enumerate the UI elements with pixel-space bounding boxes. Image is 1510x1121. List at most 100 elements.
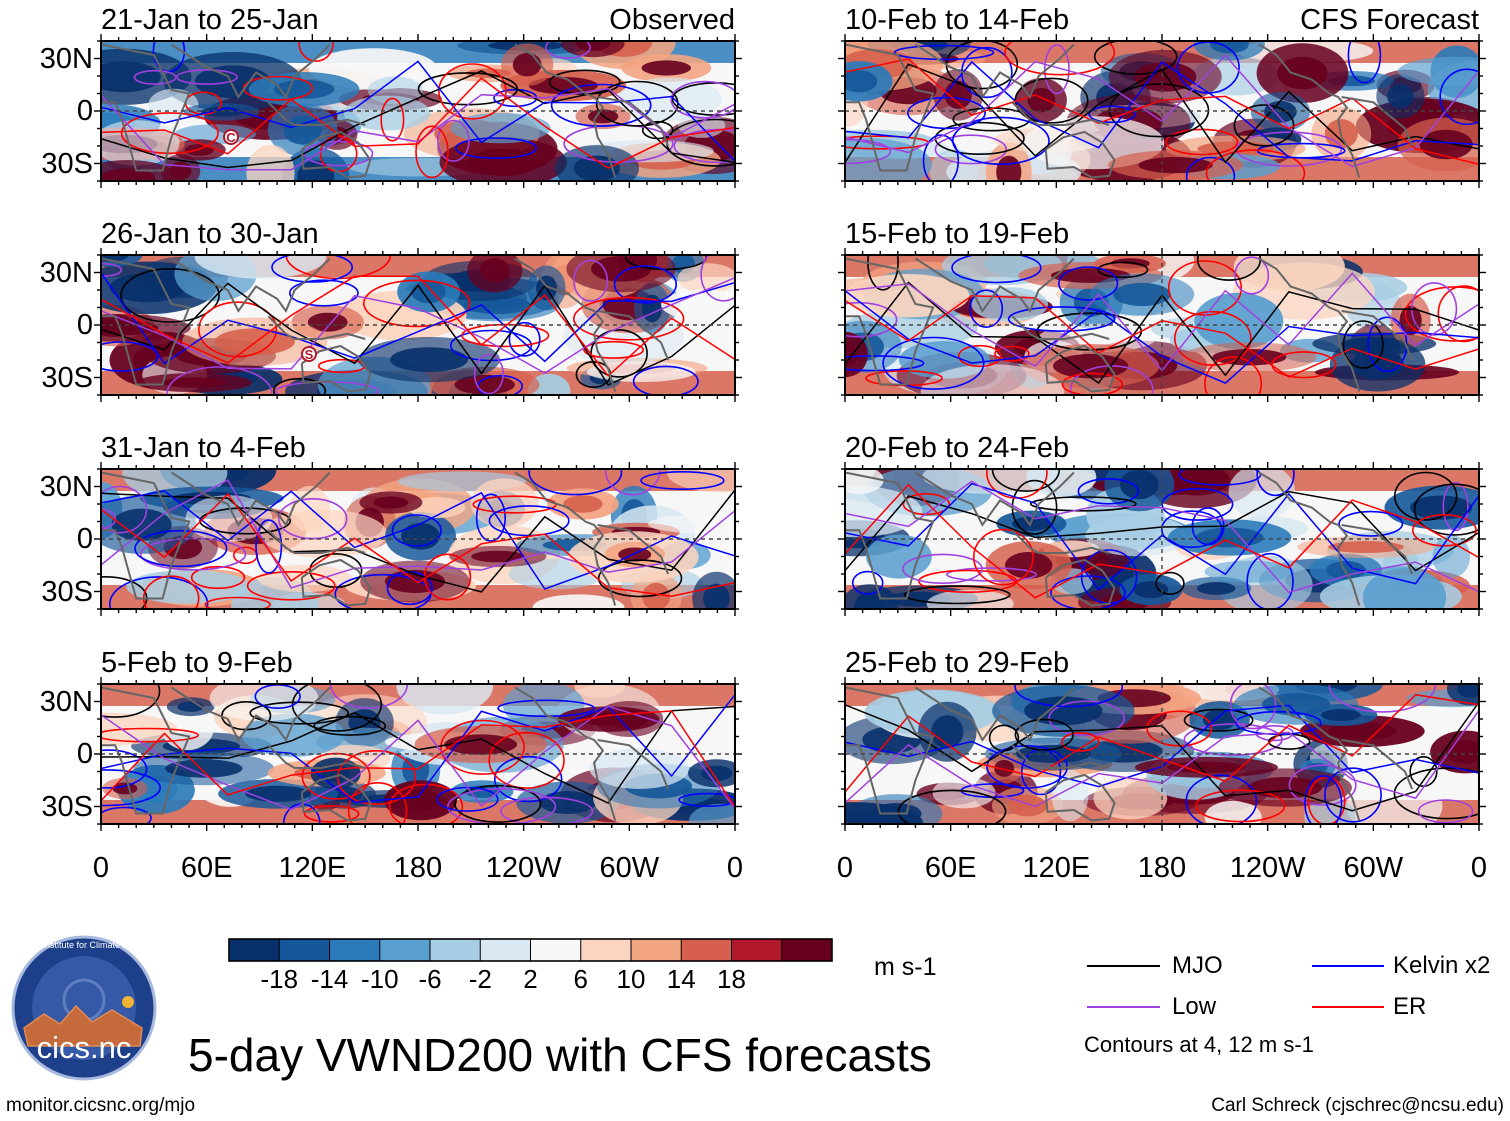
contour-loop — [101, 485, 148, 534]
panel-title: 25-Feb to 29-Feb — [845, 647, 1070, 679]
colorbar-tick-label: 6 — [573, 964, 588, 994]
coastlines — [101, 43, 670, 179]
coastline — [300, 344, 372, 393]
lat-label: 30S — [41, 361, 93, 394]
shading-core — [283, 115, 322, 145]
contour-loop — [1155, 571, 1185, 596]
contour-loop — [845, 301, 898, 338]
shading-cell — [661, 289, 735, 321]
contour-loop — [454, 784, 542, 823]
shading-core — [390, 347, 469, 372]
shading-cell — [1194, 292, 1284, 350]
map-panel — [94, 34, 742, 188]
shading-core — [512, 52, 542, 77]
shading-core — [214, 328, 295, 356]
contour-loop — [1246, 552, 1294, 609]
contour-loop — [1205, 149, 1306, 181]
contour-loop — [475, 493, 507, 542]
contour-loop — [845, 355, 925, 372]
contour-loop — [1029, 496, 1137, 512]
coastline — [514, 257, 617, 392]
contour-line — [101, 60, 735, 162]
coastline — [1044, 773, 1116, 822]
contour-loop — [1439, 68, 1479, 126]
shading-core — [563, 495, 603, 513]
shading-cell — [470, 478, 539, 528]
colorbar-swatch — [530, 939, 582, 961]
contour-loop — [700, 255, 735, 302]
shading-core — [1113, 282, 1171, 307]
contour-loop — [436, 119, 470, 162]
colorbar-swatch — [580, 939, 632, 961]
contour-loop — [613, 265, 678, 304]
contour-loop — [1183, 723, 1283, 756]
coastline — [267, 529, 366, 554]
contour-loop — [1178, 469, 1262, 486]
coastline — [514, 686, 617, 821]
coastline — [514, 43, 617, 178]
contour-loop — [1185, 156, 1236, 181]
contour-loop — [882, 336, 985, 390]
coastline — [1011, 315, 1110, 340]
shading-core — [101, 168, 156, 181]
colorbar-tick-label: -14 — [310, 964, 349, 994]
contour-loop — [347, 782, 408, 824]
contour-loop — [1393, 471, 1458, 521]
contour-loop — [1338, 510, 1404, 537]
contour-loop — [851, 570, 884, 595]
shading-cell — [246, 144, 295, 181]
coastline — [101, 686, 191, 815]
lat-label: 0 — [76, 309, 93, 341]
shading-cell — [260, 509, 387, 558]
lat-label: 30S — [41, 790, 93, 823]
contour-line — [101, 275, 735, 377]
coastline — [845, 257, 935, 386]
colorbar-tick-label: 14 — [666, 964, 696, 994]
contour-loop — [488, 731, 565, 789]
contour-loop — [440, 719, 525, 775]
contour-line — [101, 489, 735, 593]
colorbar-tick-label: -2 — [468, 964, 492, 994]
contour-loop — [101, 749, 148, 789]
contour-line — [101, 705, 735, 804]
shading-core — [101, 320, 159, 336]
coastline — [267, 101, 366, 126]
colorbar-swatch — [480, 939, 531, 961]
axis-ticks — [94, 34, 742, 188]
contour-loop — [508, 321, 541, 357]
contour-loop — [572, 296, 685, 341]
coastline — [597, 739, 670, 790]
contour-lines — [101, 41, 735, 179]
shading-core — [1027, 88, 1056, 113]
panel-title: 5-Feb to 9-Feb — [101, 647, 293, 679]
contour-lines — [101, 684, 735, 824]
shading-core — [1328, 541, 1404, 553]
contour-loop — [313, 715, 387, 736]
shading-core — [468, 148, 539, 177]
coastline — [914, 471, 1075, 528]
contour-loop — [288, 279, 359, 307]
contour-loop — [101, 341, 159, 372]
lat-label: 0 — [76, 738, 93, 770]
contour-loop — [120, 267, 220, 323]
shading-core — [454, 374, 515, 395]
shading-core — [845, 70, 878, 93]
shading-cell — [617, 77, 722, 121]
lon-label: 0 — [726, 852, 744, 884]
shading-core — [444, 734, 518, 755]
legend-label: Low — [1172, 993, 1217, 1020]
contour-loop — [133, 69, 177, 85]
contour-line — [101, 277, 735, 374]
lat-label: 30N — [39, 256, 93, 289]
contour-loop — [573, 259, 609, 302]
shading-core — [101, 61, 161, 93]
colorbar-swatch — [731, 939, 783, 961]
shading-cell — [289, 485, 331, 533]
map-panel — [838, 248, 1486, 402]
shading-core — [1004, 552, 1053, 579]
contour-line — [101, 490, 735, 590]
contour-loop — [1048, 700, 1125, 737]
coastline — [170, 43, 331, 100]
shading-cell — [922, 469, 1059, 494]
lon-label: 120E — [1022, 852, 1091, 884]
